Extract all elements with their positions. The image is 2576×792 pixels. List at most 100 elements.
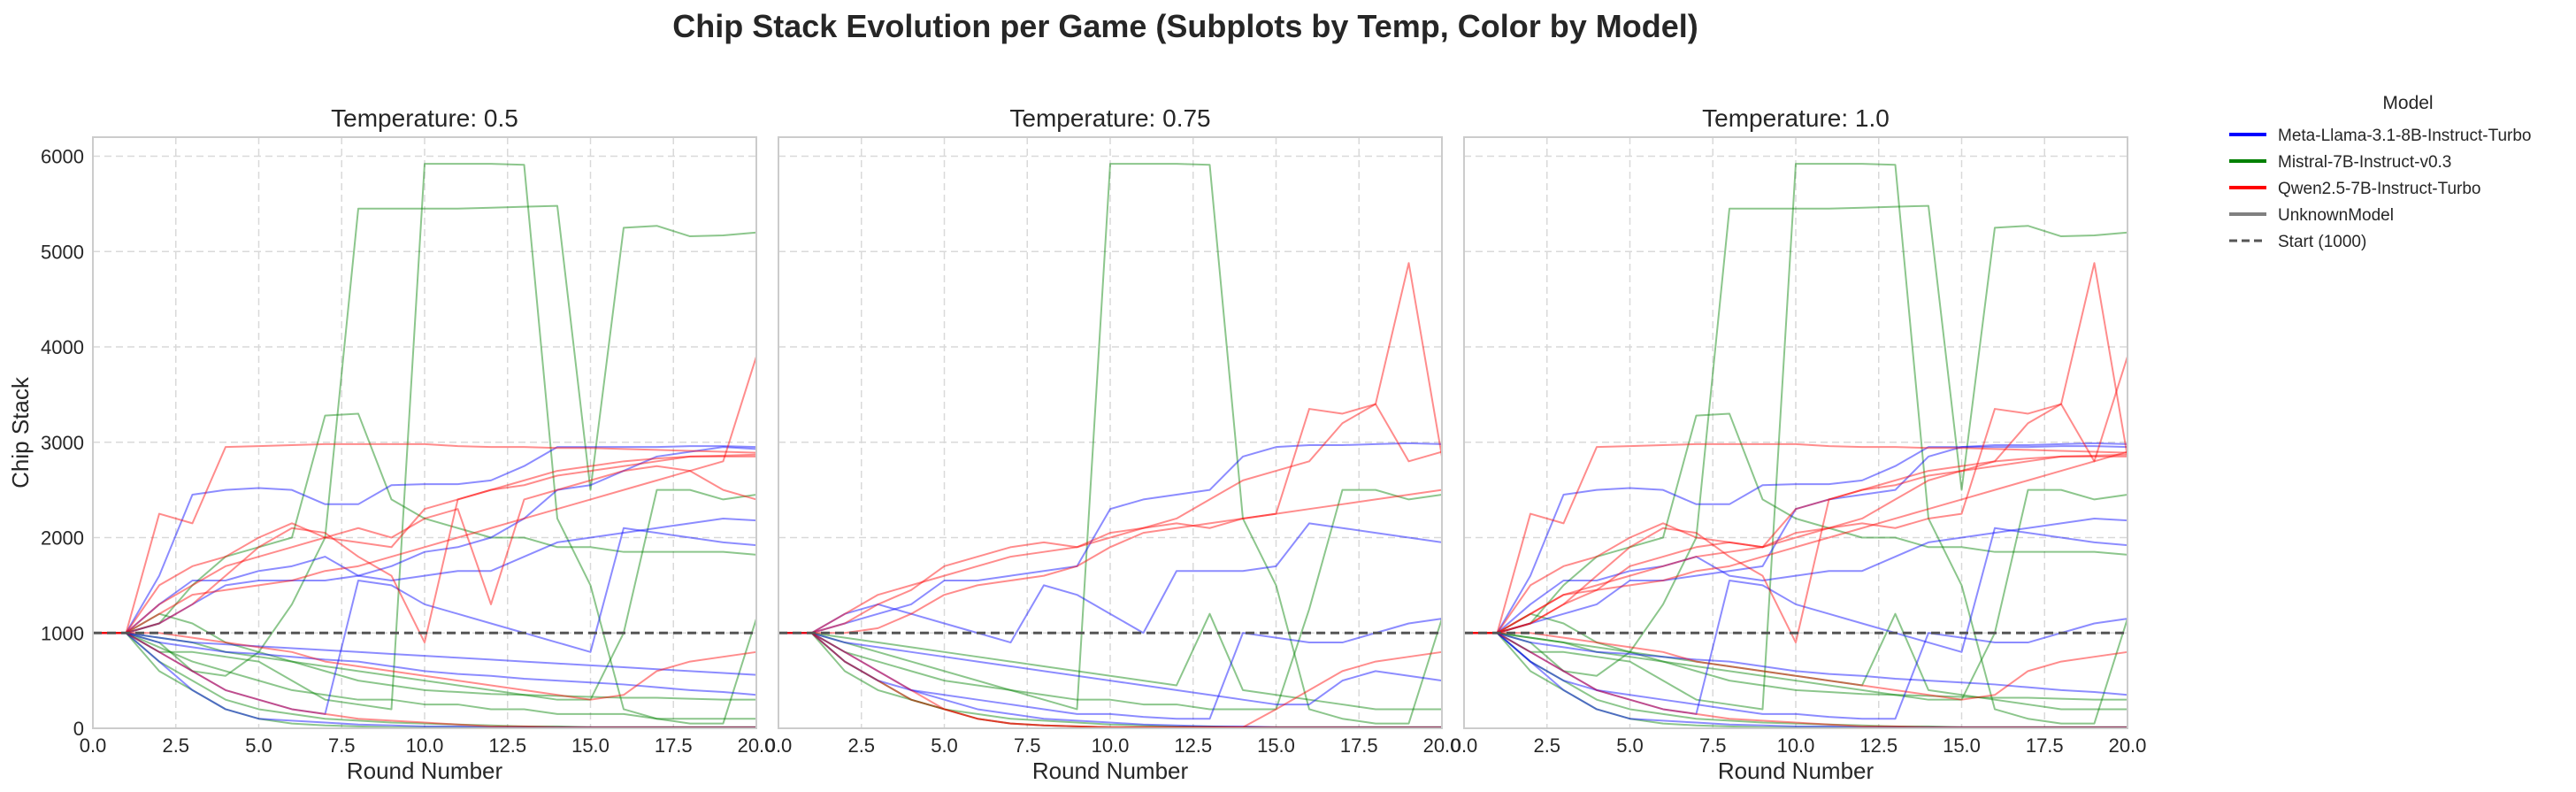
series-line-12	[778, 488, 1443, 634]
x-tick-label: 10.0	[406, 734, 444, 757]
series-line-3	[778, 612, 1442, 711]
legend-title: Model	[2382, 93, 2433, 113]
series-line-22	[1464, 632, 2128, 701]
series-line-6	[1464, 612, 2128, 701]
y-tick-label: 2000	[41, 527, 84, 550]
subplot-temp-2: 0.0 2.5 5.0 7.5 10.0 12.5 15.0 17.5 20.0 Temperat…	[1451, 104, 2147, 784]
y-tick-label: 1000	[41, 622, 84, 644]
x-tick-label: 12.5	[1174, 734, 1212, 757]
series-line-1	[93, 163, 757, 725]
series-line-13	[1464, 632, 2128, 728]
series-line-10	[1464, 442, 2128, 634]
x-axis-label: Round Number	[1718, 757, 1874, 784]
x-tick-label: 0.0	[80, 734, 107, 757]
series-line-18	[1464, 455, 2128, 644]
subplot-panels: 0.0 2.5 5.0 7.5 10.0 12.5 15.0 17.5 20.0 0 1000 200…	[7, 104, 2146, 784]
series-line-19	[1464, 262, 2128, 634]
subplot-title: Temperature: 1.0	[1702, 104, 1890, 132]
series-line-10	[93, 446, 757, 634]
x-tick-label: 5.0	[1616, 734, 1644, 757]
series-line-21	[1464, 632, 2128, 728]
legend-entry-label: Start (1000)	[2278, 233, 2366, 251]
series-line-8	[93, 445, 757, 634]
series-line-2	[778, 632, 1442, 728]
y-tick-label: 6000	[41, 146, 84, 168]
y-tick-label: 3000	[41, 432, 84, 454]
y-tick-label: 0	[73, 718, 84, 740]
x-tick-label: 15.0	[1257, 734, 1295, 757]
series-line-8	[778, 632, 1443, 706]
subplot-temp-1: 0.0 2.5 5.0 7.5 10.0 12.5 15.0 17.5 20.0 Temperat…	[765, 104, 1461, 784]
series-line-14	[778, 632, 1442, 728]
series-line-5	[778, 442, 1443, 634]
series-line-15	[93, 442, 757, 634]
series-line-21	[93, 465, 757, 634]
x-tick-label: 15.0	[571, 734, 610, 757]
series-line-19	[93, 632, 757, 701]
plot-frame	[1463, 136, 2128, 729]
legend-entry-label: Mistral-7B-Instruct-v0.3	[2278, 153, 2451, 172]
series-line-11	[93, 632, 757, 696]
series-line-0	[93, 204, 757, 677]
series-line-2	[93, 412, 757, 634]
x-tick-label: 0.0	[1451, 734, 1478, 757]
series-line-2	[1464, 412, 2128, 634]
x-tick-label: 2.5	[162, 734, 189, 757]
x-tick-label: 10.0	[1092, 734, 1130, 757]
legend-entry-label: UnknownModel	[2278, 206, 2394, 225]
x-tick-label: 17.5	[1340, 734, 1378, 757]
series-line-7	[93, 612, 756, 701]
legend-entry-label: Qwen2.5-7B-Instruct-Turbo	[2278, 180, 2481, 198]
series-line-7	[1464, 612, 2128, 711]
series-line-6	[93, 632, 756, 728]
series-line-15	[1464, 442, 2128, 634]
x-tick-label: 20.0	[2109, 734, 2147, 757]
series-line-18	[93, 455, 756, 644]
series-line-7	[778, 632, 1442, 728]
x-tick-label: 17.5	[655, 734, 693, 757]
x-tick-label: 12.5	[488, 734, 526, 757]
series-line-0	[1464, 204, 2128, 677]
y-tick-label: 5000	[41, 241, 84, 263]
series-line-11	[778, 403, 1443, 634]
series-line-4	[93, 632, 756, 720]
series-line-12	[1464, 527, 2128, 715]
x-axis-label: Round Number	[1032, 757, 1189, 784]
series-line-17	[93, 356, 757, 634]
y-tick-label: 4000	[41, 336, 84, 358]
plot-frame	[778, 136, 1443, 729]
figure-title: Chip Stack Evolution per Game (Subplots …	[672, 8, 1698, 44]
series-line-14	[1464, 618, 2128, 720]
subplot-title: Temperature: 0.75	[1009, 104, 1210, 132]
series-line-16	[1464, 453, 2128, 634]
subplot-temp-0: 0.0 2.5 5.0 7.5 10.0 12.5 15.0 17.5 20.0 0 1000 200…	[7, 104, 775, 784]
x-tick-label: 5.0	[931, 734, 958, 757]
series-line-12	[93, 527, 757, 715]
series-line-11	[1464, 632, 2128, 696]
x-tick-label: 2.5	[847, 734, 875, 757]
series-line-13	[778, 632, 1443, 728]
x-tick-label: 7.5	[1014, 734, 1041, 757]
series-line-1	[778, 488, 1443, 711]
series-line-0	[778, 163, 1443, 725]
series-line-3	[93, 632, 756, 728]
series-line-5	[93, 488, 757, 701]
series-line-13	[93, 632, 756, 728]
plot-frame	[92, 136, 757, 729]
series-line-9	[93, 517, 757, 634]
y-axis-label: Chip Stack	[7, 376, 34, 488]
series-line-17	[1464, 356, 2128, 634]
series-line-20	[1464, 403, 2128, 634]
series-line-4	[1464, 488, 2128, 701]
x-tick-label: 0.0	[765, 734, 793, 757]
x-tick-label: 15.0	[1943, 734, 1981, 757]
series-line-5	[1464, 632, 2128, 728]
subplot-title: Temperature: 0.5	[331, 104, 518, 132]
x-tick-label: 17.5	[2026, 734, 2064, 757]
x-tick-label: 7.5	[328, 734, 356, 757]
legend: Model Meta-Llama-3.1-8B-Instruct-Turbo Mis…	[2229, 93, 2532, 251]
x-tick-label: 20.0	[738, 734, 776, 757]
x-tick-label: 7.5	[1699, 734, 1727, 757]
series-line-10	[778, 262, 1443, 634]
